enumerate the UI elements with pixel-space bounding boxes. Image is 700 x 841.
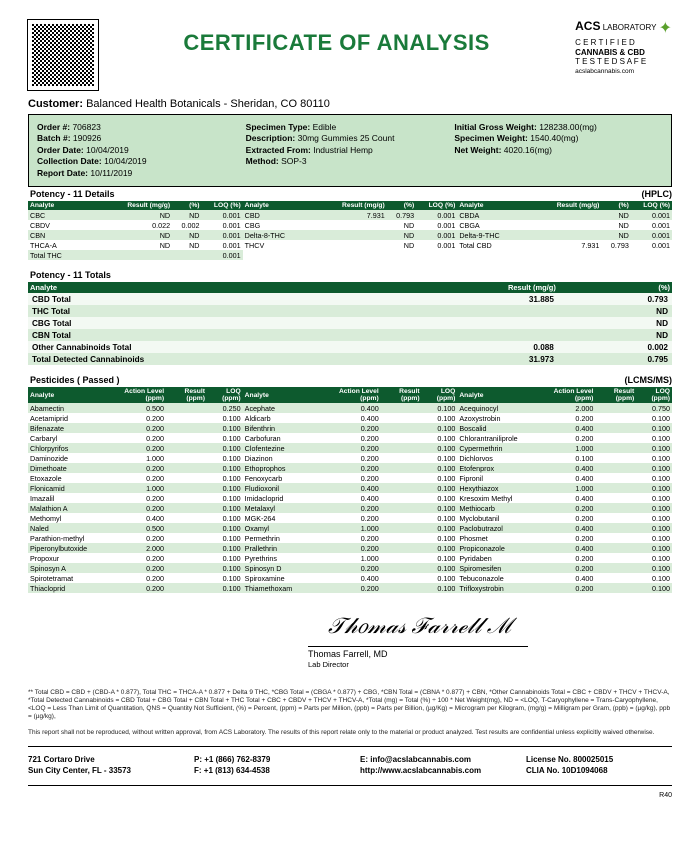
pesticides-title: Pesticides ( Passed ) (LCMS/MS) [28, 373, 672, 387]
footnote-formulas: ** Total CBD = CBD + (CBD-A * 0.877), To… [28, 689, 672, 720]
lab-logo: ACS LABORATORY ✦ C E R T I F I E D CANNA… [575, 20, 672, 75]
report-number: R40 [28, 792, 672, 799]
customer-line: Customer: Balanced Health Botanicals - S… [28, 98, 672, 110]
doc-title: CERTIFICATE OF ANALYSIS [183, 30, 489, 56]
potency-totals-table: AnalyteResult (mg/g)(%)CBD Total31.8850.… [28, 282, 672, 365]
qr-code [28, 20, 98, 90]
signature-icon: 𝒯𝒽𝑜𝓂𝒶𝓈 ℱ𝒶𝓇𝓇ℯ𝓁𝓁 ℳ [308, 613, 528, 647]
pesticides-table: AnalyteAction Level (ppm)Result (ppm)LOQ… [28, 387, 672, 593]
potency-totals-title: Potency - 11 Totals [28, 268, 672, 282]
order-info-box: Order #: 706823Batch #: 190926Order Date… [28, 114, 672, 187]
footnote-disclaimer: This report shall not be reproduced, wit… [28, 729, 672, 737]
header: CERTIFICATE OF ANALYSIS ACS LABORATORY ✦… [28, 20, 672, 90]
potency-table: AnalyteResult (mg/g)(%)LOQ (%)CBCNDND0.0… [28, 201, 672, 260]
contact-bar: 721 Cortaro DriveSun City Center, FL - 3… [28, 746, 672, 786]
signature-block: 𝒯𝒽𝑜𝓂𝒶𝓈 ℱ𝒶𝓇𝓇ℯ𝓁𝓁 ℳ Thomas Farrell, MDLab D… [308, 613, 672, 669]
potency-details-title: Potency - 11 Details (HPLC) [28, 187, 672, 201]
